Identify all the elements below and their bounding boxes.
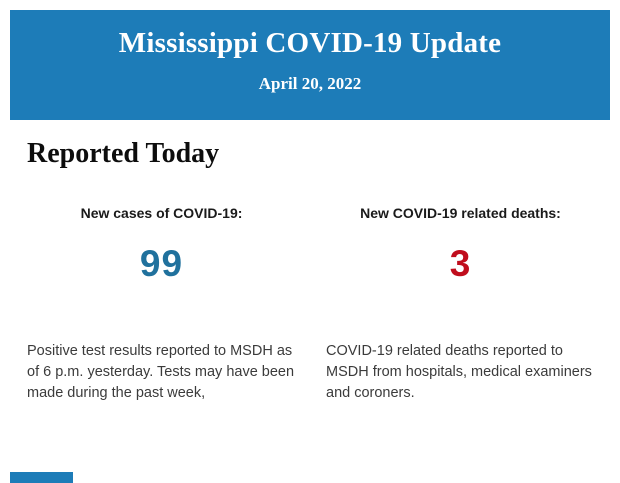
new-deaths-value: 3 — [449, 243, 472, 284]
new-deaths-stat: New COVID-19 related deaths: 3 COVID-19 … — [326, 205, 595, 404]
new-cases-description: Positive test results reported to MSDH a… — [27, 343, 295, 401]
header-banner: Mississippi COVID-19 Update April 20, 20… — [10, 10, 610, 120]
stats-row: New cases of COVID-19: 99 Positive test … — [27, 205, 595, 404]
new-deaths-description: COVID-19 related deaths reported to MSDH… — [326, 343, 592, 401]
next-section-partial-bar — [10, 472, 73, 483]
new-cases-value: 99 — [139, 243, 184, 284]
section-title-reported-today: Reported Today — [27, 138, 220, 169]
new-cases-label: New cases of COVID-19: — [80, 205, 243, 221]
new-cases-stat: New cases of COVID-19: 99 Positive test … — [27, 205, 296, 404]
page-title: Mississippi COVID-19 Update — [118, 27, 502, 59]
header-date: April 20, 2022 — [258, 74, 362, 93]
new-deaths-label: New COVID-19 related deaths: — [360, 205, 561, 221]
